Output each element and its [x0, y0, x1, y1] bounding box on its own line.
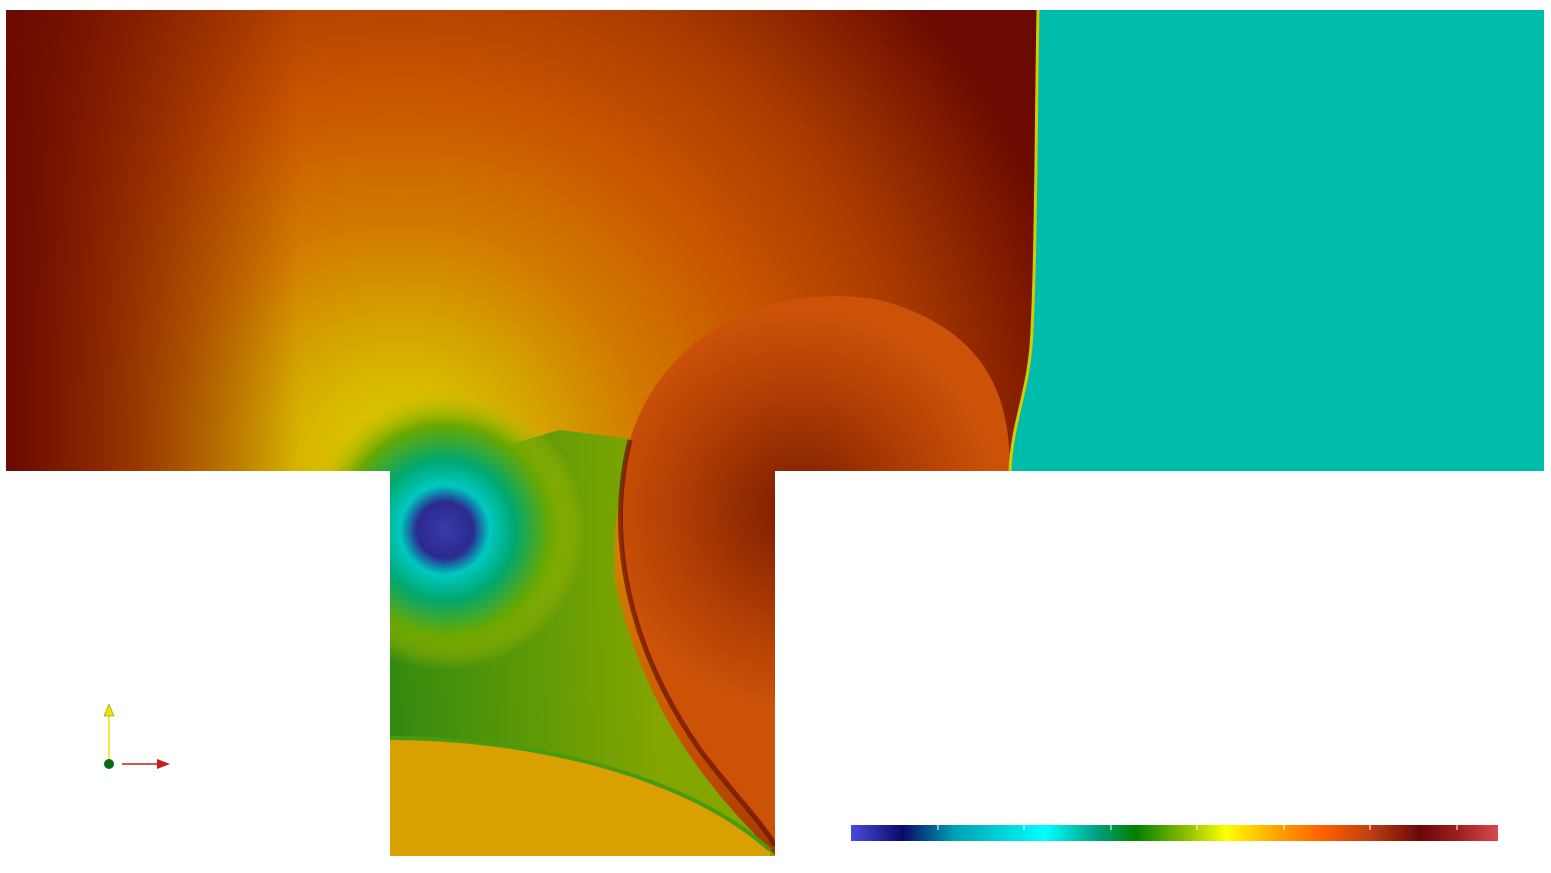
axes-origin	[104, 759, 114, 769]
colorbar	[851, 825, 1498, 841]
colorbar-ticks	[937, 825, 1458, 830]
color-legend	[851, 825, 1498, 841]
arrow-right-icon	[157, 759, 170, 769]
arrow-up-icon	[103, 703, 115, 717]
orientation-axes	[103, 703, 170, 769]
